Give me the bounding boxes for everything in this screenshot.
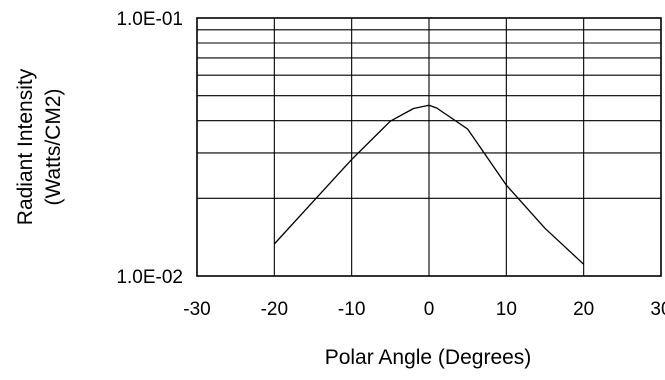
x-tick-label: -20 xyxy=(261,299,288,320)
x-tick-label: -10 xyxy=(338,299,365,320)
series-layer xyxy=(273,104,585,265)
y-axis-title-line2: (Watts/CM2) xyxy=(42,88,65,205)
y-tick-label: 1.0E-02 xyxy=(116,267,183,288)
grid-layer xyxy=(197,18,661,276)
series-line xyxy=(273,104,585,265)
tick-layer: -30 -20 -10 0 10 20 30 1.0E-01 1.0E-02 xyxy=(116,9,665,320)
x-tick-label: 10 xyxy=(496,299,517,320)
x-tick-label: -30 xyxy=(183,299,210,320)
x-tick-label: 30 xyxy=(650,299,665,320)
plot-frame xyxy=(196,17,662,277)
x-tick-label: 20 xyxy=(573,299,594,320)
x-tick-label: 0 xyxy=(424,299,435,320)
y-tick-label: 1.0E-01 xyxy=(116,9,183,30)
y-axis-title-line1: Radiant Intensity xyxy=(14,68,37,225)
x-axis-title: Polar Angle (Degrees) xyxy=(325,346,532,369)
